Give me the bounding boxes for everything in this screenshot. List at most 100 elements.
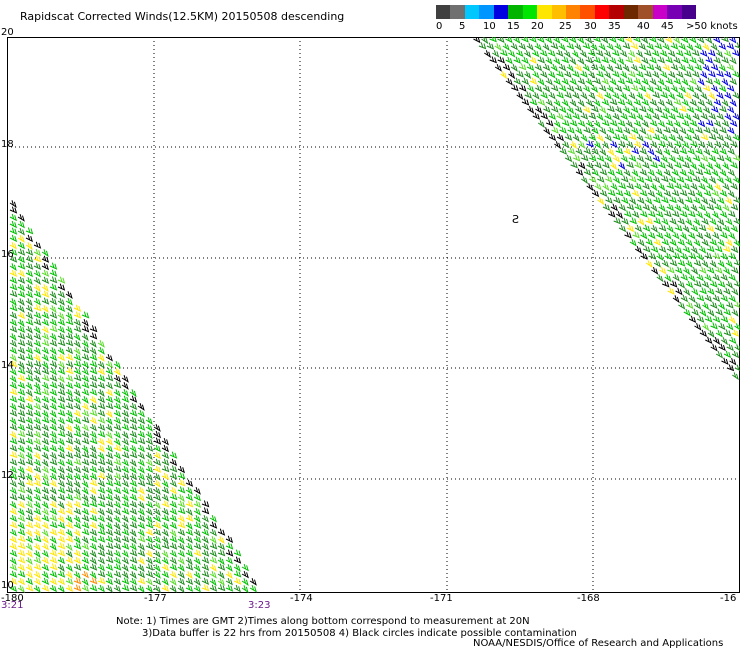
wind-barb — [217, 578, 225, 586]
wind-barb — [690, 246, 698, 255]
wind-barb — [588, 49, 596, 57]
wind-barb — [673, 77, 682, 85]
wind-barb — [489, 37, 497, 43]
wind-barb — [49, 396, 57, 404]
wind-barb — [529, 77, 538, 85]
wind-barb — [695, 147, 703, 155]
wind-barb — [169, 535, 178, 543]
wind-barb — [656, 274, 664, 283]
wind-barb — [57, 430, 66, 438]
wind-barb — [710, 343, 718, 352]
wind-barb — [513, 56, 521, 64]
wind-barb — [650, 140, 658, 149]
wind-barb — [733, 217, 740, 225]
wind-barb — [657, 78, 665, 86]
wind-barb — [225, 571, 233, 579]
wind-barb — [583, 105, 591, 114]
wind-barb — [33, 458, 41, 467]
wind-barb — [41, 346, 49, 355]
wind-barb — [679, 168, 687, 177]
wind-barb — [614, 43, 622, 51]
wind-barb — [510, 64, 518, 72]
graticule — [7, 37, 740, 593]
wind-barb — [17, 241, 26, 250]
wind-barb — [89, 458, 98, 466]
wind-barb — [49, 430, 57, 439]
wind-barb — [17, 235, 25, 243]
legend-label: 10 — [483, 21, 496, 32]
wind-barb — [17, 227, 25, 236]
wind-barb — [668, 112, 676, 121]
wind-barb — [518, 42, 527, 51]
wind-barb — [65, 332, 74, 340]
wind-barb — [129, 466, 137, 474]
wind-barb — [65, 529, 73, 537]
wind-barb — [710, 301, 718, 309]
wind-barb — [604, 112, 612, 121]
wind-barb — [81, 542, 90, 551]
wind-barb — [41, 402, 49, 411]
wind-barb — [41, 577, 50, 586]
wind-barb — [25, 529, 33, 538]
wind-barb — [121, 416, 130, 424]
wind-barb — [720, 273, 728, 281]
wind-barb — [113, 465, 122, 473]
wind-barb — [719, 84, 727, 93]
wind-barb — [225, 556, 233, 565]
wind-barb — [690, 224, 699, 233]
wind-barb — [676, 91, 684, 100]
wind-barb — [676, 49, 684, 57]
wind-barb — [599, 84, 607, 92]
legend-swatch — [522, 5, 538, 19]
wind-barb — [153, 473, 161, 481]
wind-barb — [145, 486, 154, 494]
wind-barb — [654, 42, 663, 50]
wind-barb — [648, 252, 656, 260]
wind-barb — [209, 564, 217, 572]
wind-barb — [732, 372, 739, 381]
wind-barb — [637, 175, 645, 184]
wind-barb — [608, 210, 616, 218]
wind-barb — [33, 326, 41, 334]
wind-barb — [233, 549, 242, 557]
wind-barb — [65, 353, 74, 361]
wind-barb — [564, 154, 573, 163]
wind-barb — [727, 105, 735, 114]
wind-barb — [543, 84, 551, 93]
wind-barb — [593, 99, 601, 108]
legend-swatch — [623, 5, 639, 19]
wind-barb — [658, 245, 667, 253]
wind-barb — [712, 294, 721, 303]
wind-barb — [717, 154, 725, 162]
wind-barb — [687, 84, 695, 93]
wind-barb — [217, 536, 225, 544]
wind-barb — [720, 231, 728, 239]
legend-label: 35 — [608, 21, 621, 32]
wind-barb — [591, 189, 600, 198]
legend-swatch — [667, 5, 683, 19]
wind-barb — [137, 528, 145, 537]
legend-label: 5 — [459, 21, 466, 32]
wind-barb — [720, 315, 729, 323]
wind-barb — [591, 147, 599, 156]
wind-barb — [729, 77, 737, 86]
wind-barb — [17, 220, 25, 229]
wind-barb — [640, 210, 648, 218]
wind-barb — [25, 487, 33, 495]
wind-barb — [706, 224, 715, 233]
wind-barb — [561, 37, 569, 43]
wind-barb — [669, 175, 677, 184]
wind-barb — [596, 91, 604, 100]
wind-barb — [729, 99, 737, 107]
wind-barb — [137, 430, 146, 439]
wind-barb — [153, 451, 162, 460]
wind-barb — [714, 224, 723, 232]
wind-barb — [599, 148, 607, 157]
wind-barb — [723, 350, 732, 359]
wind-barb — [660, 155, 668, 163]
wind-barb — [574, 63, 583, 72]
wind-barb — [631, 84, 639, 92]
wind-barb — [604, 71, 612, 79]
wind-barb — [153, 528, 162, 536]
wind-barb — [73, 563, 82, 571]
